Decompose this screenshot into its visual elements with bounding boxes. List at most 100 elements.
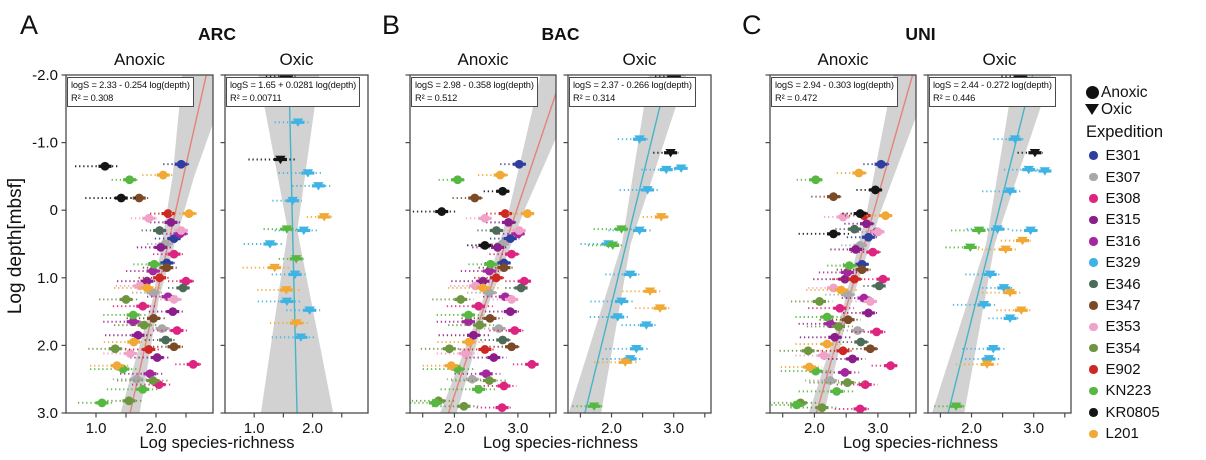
marker-KN223	[950, 402, 962, 411]
plot-border	[224, 74, 369, 414]
marker-E354	[124, 396, 134, 406]
legend-item-E329: E329	[1086, 252, 1204, 273]
marker-KN223	[453, 175, 463, 185]
legend-item-E346: E346	[1086, 273, 1204, 294]
marker-E307	[148, 288, 158, 298]
marker-E315	[862, 219, 871, 229]
marker-E329	[298, 226, 309, 236]
marker-L201	[523, 209, 532, 218]
marker-E301	[176, 159, 186, 169]
marker-E353	[819, 351, 829, 360]
marker-E315	[493, 242, 502, 252]
legend-label-E301: E301	[1105, 147, 1141, 165]
marker-L201	[981, 360, 993, 369]
marker-E307	[825, 376, 835, 385]
marker-E329	[264, 240, 276, 249]
marker-E902	[163, 209, 173, 218]
marker-KN223	[588, 402, 600, 411]
fit-equation: logS = 2.94 - 0.303 log(depth)	[775, 80, 894, 90]
marker-E316	[145, 369, 155, 379]
marker-E308	[855, 404, 865, 413]
marker-E354	[803, 346, 813, 356]
marker-E329	[612, 313, 623, 322]
legend-dot-E354	[1089, 343, 1098, 353]
marker-KN223	[973, 226, 985, 236]
marker-E315	[478, 276, 488, 286]
marker-KR0805	[498, 186, 508, 196]
marker-E329	[292, 118, 304, 127]
marker-E354	[456, 295, 466, 304]
marker-E307	[132, 374, 142, 384]
fit-equation: logS = 2.37 - 0.266 log(depth)	[573, 80, 692, 90]
legend-oxic-label: Oxic	[1101, 100, 1132, 118]
x-axis-label: Log species-richness	[843, 434, 998, 452]
marker-E354	[843, 378, 852, 387]
marker-L201	[1000, 245, 1011, 255]
marker-KN223	[792, 400, 802, 410]
legend: Anoxic Oxic Expedition E301 E307 E308 E315 E…	[1085, 83, 1204, 444]
marker-E307	[467, 374, 477, 384]
marker-KR0805	[116, 193, 126, 203]
marker-E315	[469, 330, 478, 340]
marker-E347	[857, 265, 867, 275]
x-tick-label: 3.0	[867, 420, 888, 437]
legend-dot-E353	[1089, 322, 1098, 332]
legend-dot-E308	[1089, 194, 1098, 203]
marker-E902	[838, 346, 848, 356]
marker-E902	[480, 345, 490, 354]
subplot-title-oxic: Oxic	[982, 50, 1017, 69]
marker-E308	[886, 361, 896, 371]
marker-E354	[815, 297, 824, 306]
marker-E329	[998, 284, 1010, 293]
marker-E308	[181, 276, 191, 286]
legend-label-E308: E308	[1105, 189, 1141, 207]
legend-dot-E307	[1089, 172, 1098, 182]
marker-KR0805	[870, 185, 880, 195]
marker-E902	[491, 273, 501, 283]
x-tick-label: 2.0	[444, 420, 465, 437]
marker-E316	[128, 317, 138, 327]
legend-item-E347: E347	[1086, 295, 1204, 316]
marker-E307	[484, 288, 494, 298]
legend-dot-E347	[1089, 301, 1098, 310]
legend-oxic-row: Oxic	[1085, 100, 1204, 118]
marker-E353	[169, 295, 179, 304]
subplot-title-anoxic: Anoxic	[817, 50, 869, 69]
fit-equation: logS = 2.98 - 0.358 log(depth)	[415, 80, 534, 90]
marker-L201	[269, 263, 280, 273]
marker-E315	[505, 307, 515, 316]
marker-E354	[475, 320, 485, 330]
marker-E354	[817, 403, 827, 412]
marker-E347	[470, 193, 480, 203]
legend-anoxic-label: Anoxic	[1101, 83, 1148, 101]
marker-E329	[281, 297, 293, 307]
marker-E301	[169, 234, 179, 243]
marker-E346	[178, 283, 188, 293]
regression-line	[288, 75, 298, 413]
marker-E329	[1009, 135, 1021, 144]
marker-E329	[1023, 165, 1034, 175]
marker-E315	[503, 217, 513, 227]
marker-KR0805	[480, 240, 490, 250]
legend-item-E301: E301	[1086, 145, 1204, 166]
marker-KN223	[607, 241, 618, 250]
marker-KN223	[138, 384, 148, 394]
legend-item-L201: L201	[1086, 423, 1204, 444]
marker-E329	[1025, 226, 1036, 236]
marker-E315	[863, 308, 873, 318]
plot-content	[770, 75, 916, 413]
marker-KN223	[832, 386, 842, 396]
marker-L201	[158, 170, 168, 180]
panel-title-arc: ARC	[198, 24, 236, 44]
marker-E329	[1039, 167, 1051, 176]
marker-KR0805	[829, 229, 838, 239]
marker-KN223	[281, 225, 293, 234]
legend-label-KN223: KN223	[1105, 382, 1152, 400]
marker-E316	[484, 266, 494, 276]
plot-bac-anoxic: 2.0 3.0	[405, 74, 557, 437]
marker-L201	[804, 362, 814, 372]
marker-E902	[500, 209, 510, 218]
marker-E329	[295, 333, 307, 342]
panel-letter-b: B	[382, 10, 401, 40]
